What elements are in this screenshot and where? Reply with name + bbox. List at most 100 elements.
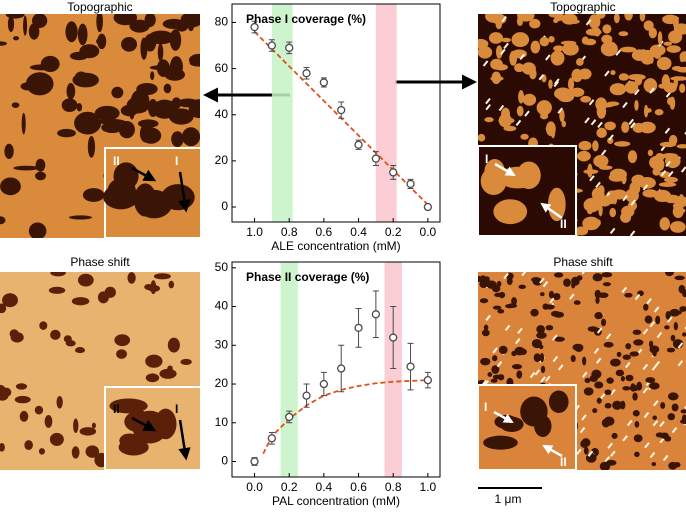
- domain: [592, 273, 603, 282]
- domain: [181, 127, 200, 147]
- domain: [652, 415, 657, 421]
- inset-arrow: [131, 416, 157, 432]
- domain: [44, 414, 53, 428]
- x-tick-label: 0.0: [246, 480, 263, 494]
- domain: [627, 74, 646, 81]
- streak: [652, 420, 659, 427]
- domain: [540, 365, 546, 374]
- domain: [645, 377, 656, 383]
- domain: [71, 297, 90, 306]
- plot-frame: [231, 261, 441, 478]
- domain: [663, 176, 679, 183]
- domain: [507, 303, 518, 309]
- domain: [592, 140, 599, 152]
- inset-label: II: [560, 217, 567, 231]
- streak: [549, 297, 555, 304]
- domain: [516, 105, 524, 117]
- domain: [678, 284, 686, 294]
- domain: [511, 49, 527, 59]
- domain: [144, 14, 156, 28]
- domain: [580, 95, 592, 103]
- domain: [609, 207, 617, 218]
- domain: [667, 413, 676, 421]
- domain: [577, 150, 591, 162]
- x-tick-label: 0.2: [281, 480, 298, 494]
- streak: [634, 293, 641, 301]
- domain: [573, 300, 581, 305]
- streak: [503, 42, 509, 49]
- domain: [658, 182, 677, 187]
- domain: [656, 56, 672, 71]
- domain: [657, 31, 663, 45]
- domain: [120, 104, 138, 117]
- domain: [28, 222, 47, 238]
- domain: [506, 277, 513, 286]
- domain: [119, 433, 140, 448]
- domain: [129, 19, 150, 33]
- domain: [484, 117, 494, 123]
- domain: [57, 128, 76, 138]
- streak: [545, 54, 551, 61]
- domain: [563, 278, 571, 287]
- domain: [603, 341, 614, 348]
- domain: [553, 45, 565, 52]
- domain: [654, 109, 664, 116]
- domain: [649, 155, 664, 170]
- domain: [74, 71, 88, 84]
- streak: [553, 80, 560, 88]
- domain: [66, 83, 76, 100]
- domain: [621, 172, 627, 185]
- domain: [147, 30, 174, 45]
- domain: [488, 32, 504, 44]
- domain: [492, 305, 502, 310]
- streak: [579, 427, 586, 434]
- domain: [530, 40, 541, 54]
- y-tick-label: 80: [215, 15, 229, 29]
- domain: [111, 86, 124, 99]
- data-point: [285, 412, 294, 422]
- streak: [644, 442, 650, 449]
- domain: [616, 351, 622, 358]
- domain: [56, 395, 63, 409]
- domain: [624, 292, 633, 298]
- chart-title: Phase II coverage (%): [246, 270, 369, 284]
- domain: [520, 396, 548, 427]
- domain: [15, 383, 28, 390]
- y-tick-label: 20: [215, 153, 229, 167]
- domain: [613, 141, 631, 147]
- inset-arrow: [494, 162, 516, 177]
- domain: [578, 140, 592, 151]
- inset-label: II: [113, 154, 120, 168]
- y-tick-label: 0: [221, 454, 228, 468]
- domain: [596, 397, 602, 404]
- domain: [588, 14, 601, 29]
- domain: [529, 18, 541, 29]
- data-point: [354, 323, 363, 333]
- streak: [605, 333, 612, 340]
- streak: [582, 371, 588, 378]
- streak: [622, 435, 628, 442]
- streak: [514, 338, 521, 345]
- domain: [109, 398, 148, 414]
- domain: [68, 215, 93, 220]
- domain: [163, 83, 172, 94]
- domain: [598, 195, 612, 207]
- domain: [548, 79, 553, 89]
- data-point: [371, 154, 381, 163]
- domain: [625, 343, 632, 350]
- domain: [9, 329, 19, 339]
- domain: [545, 325, 554, 331]
- streak: [610, 450, 616, 457]
- domain: [550, 50, 565, 66]
- domain: [672, 204, 684, 218]
- streak: [515, 119, 522, 126]
- domain: [622, 354, 631, 360]
- streak: [552, 355, 559, 363]
- domain: [11, 102, 20, 108]
- domain: [571, 276, 580, 286]
- domain: [553, 311, 565, 318]
- domain: [570, 355, 576, 363]
- domain: [610, 70, 616, 76]
- streak: [649, 321, 656, 328]
